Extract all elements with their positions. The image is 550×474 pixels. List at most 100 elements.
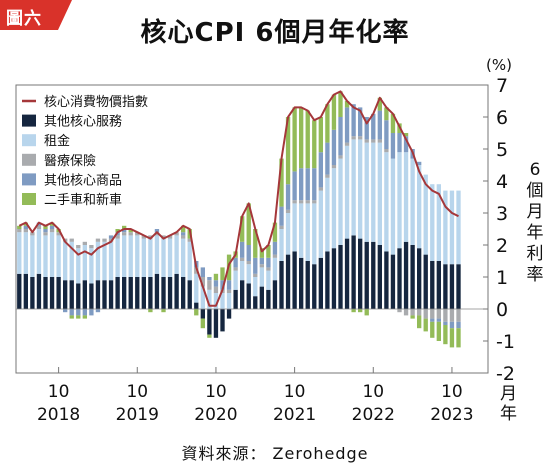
bar-cars [423,318,428,332]
bar-rent [410,158,415,245]
bar-services [253,296,258,309]
bar-cars [312,120,317,169]
bar-goods [430,318,435,322]
bar-services [410,245,415,309]
bar-services [69,280,74,309]
bar-services [181,277,186,309]
bar-rent [30,235,35,277]
bar-medical [436,309,441,319]
bar-rent [63,241,68,281]
bar-medical [128,232,133,236]
y-tick-label: 6 [496,107,508,129]
bar-medical [76,245,81,249]
bar-medical [338,155,343,159]
bar-medical [351,136,356,140]
bar-services [95,280,101,309]
bar-goods [279,206,284,226]
bar-goods [240,241,245,258]
bar-goods [443,321,448,325]
bar-goods [436,318,441,322]
legend-swatch-services [22,114,36,127]
bar-medical [174,232,179,236]
bar-goods [108,235,114,239]
bar-cars [272,222,278,242]
bar-rent [325,177,330,252]
bar-medical [226,289,232,293]
bar-services [299,257,304,309]
bar-rent [187,241,192,281]
bar-services [63,280,68,309]
bar-rent [43,235,48,277]
bar-rent [364,142,369,242]
bar-services [397,248,402,309]
bar-services [305,261,310,309]
bar-goods [259,257,264,265]
bar-cars [338,91,343,117]
bar-medical [325,174,330,178]
bar-rent [253,277,258,297]
bar-goods [207,277,212,281]
bar-rent [95,241,101,281]
bar-goods [246,245,251,261]
bar-cars [364,309,369,316]
bar-medical [259,264,264,268]
bar-services [220,309,225,332]
legend-swatch-cars [22,193,36,205]
x-tick-year: 2020 [194,405,237,425]
bar-services [403,241,409,309]
bar-medical [154,232,160,236]
bar-goods [299,168,304,201]
bar-medical [213,286,219,293]
bar-rent [331,168,337,249]
bar-medical [194,267,199,274]
bar-medical [312,200,317,204]
bar-services [272,280,278,309]
bar-goods [253,257,258,274]
legend-label: 二手車和新車 [44,192,122,208]
bar-cars [279,158,284,207]
bar-rent [240,261,245,281]
bar-services [115,277,120,309]
x-tick-month: 10 [441,382,463,402]
y-axis-unit: (%) [486,56,512,74]
bar-rent [417,165,422,249]
bar-rent [344,145,350,239]
bar-cars [69,315,74,319]
bar-services [443,264,448,309]
bar-medical [371,139,376,143]
legend-label: 核心消費物價指數 [44,95,148,110]
bar-rent [220,293,225,309]
bar-goods [384,120,389,149]
bar-medical [148,235,153,239]
bar-services [17,273,22,309]
bar-medical [358,136,363,140]
bar-cars [390,113,396,133]
bar-services [76,283,81,309]
bar-rent [226,293,232,309]
bar-goods [292,171,297,201]
bar-goods [390,133,396,159]
bar-goods [69,309,74,316]
bar-rent [115,238,120,277]
bar-cars [430,321,435,338]
bar-goods [305,168,310,201]
bar-medical [23,229,28,233]
bar-services [194,302,199,309]
bar-cars [443,325,448,345]
bar-cars [43,225,48,229]
bar-rent [167,238,173,277]
bar-cars [17,225,22,229]
bar-services [312,264,317,309]
bar-services [318,257,323,309]
bar-goods [351,104,356,137]
bar-rent [384,152,389,252]
bar-rent [246,264,251,284]
bar-medical [95,238,101,242]
x-axis-unit: 月年 [500,384,517,424]
bar-cars [384,107,389,121]
y-axis-label: 6個月年利率 [526,160,544,285]
bar-services [122,277,127,309]
bar-rent [292,203,297,252]
bar-rent [128,235,133,277]
bar-services [213,309,219,338]
